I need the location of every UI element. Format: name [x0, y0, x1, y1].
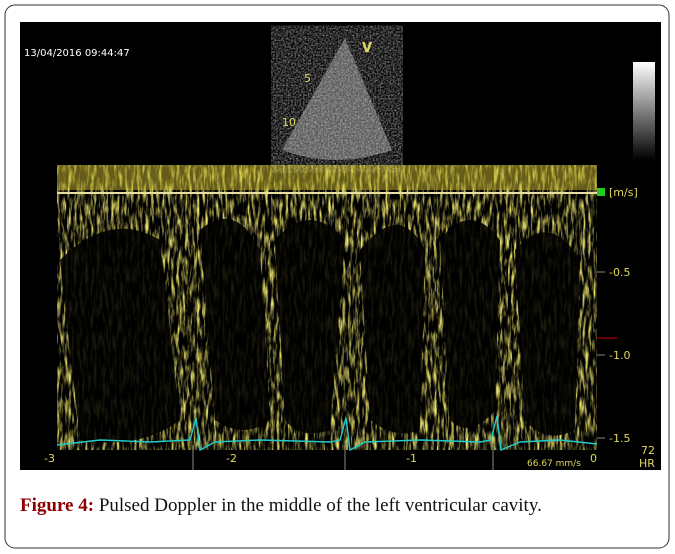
sweep-speed: 66.67 mm/s — [527, 459, 581, 469]
caption: Figure 4: Pulsed Doppler in the middle o… — [20, 495, 542, 517]
caption-text: Pulsed Doppler in the middle of the left… — [94, 495, 542, 516]
baseline-marker — [597, 188, 605, 196]
time-tick: 0 — [590, 452, 597, 465]
time-tick: -1 — [406, 452, 417, 465]
velocity-tick: -1.5 — [609, 432, 630, 445]
depth-label: 5 — [304, 72, 311, 85]
velocity-unit: [m/s] — [609, 186, 638, 199]
time-tick: -2 — [226, 452, 237, 465]
depth-label: 10 — [282, 116, 296, 129]
page: 13/04/2016 09:44:47 V 5 10 [m/s] -0.5 -1… — [0, 0, 675, 554]
probe-marker: V — [362, 41, 372, 56]
velocity-tick: -0.5 — [609, 266, 630, 279]
doppler-spectrum — [57, 165, 597, 450]
time-tick: -3 — [44, 452, 55, 465]
caption-label: Figure 4: — [20, 495, 94, 516]
figure: 13/04/2016 09:44:47 V 5 10 [m/s] -0.5 -1… — [0, 0, 675, 554]
velocity-tick: -1.0 — [609, 349, 630, 362]
timestamp: 13/04/2016 09:44:47 — [24, 48, 130, 59]
heart-rate: 72 — [641, 444, 655, 457]
grayscale-bar — [633, 62, 655, 160]
heart-rate-label: HR — [639, 457, 655, 470]
